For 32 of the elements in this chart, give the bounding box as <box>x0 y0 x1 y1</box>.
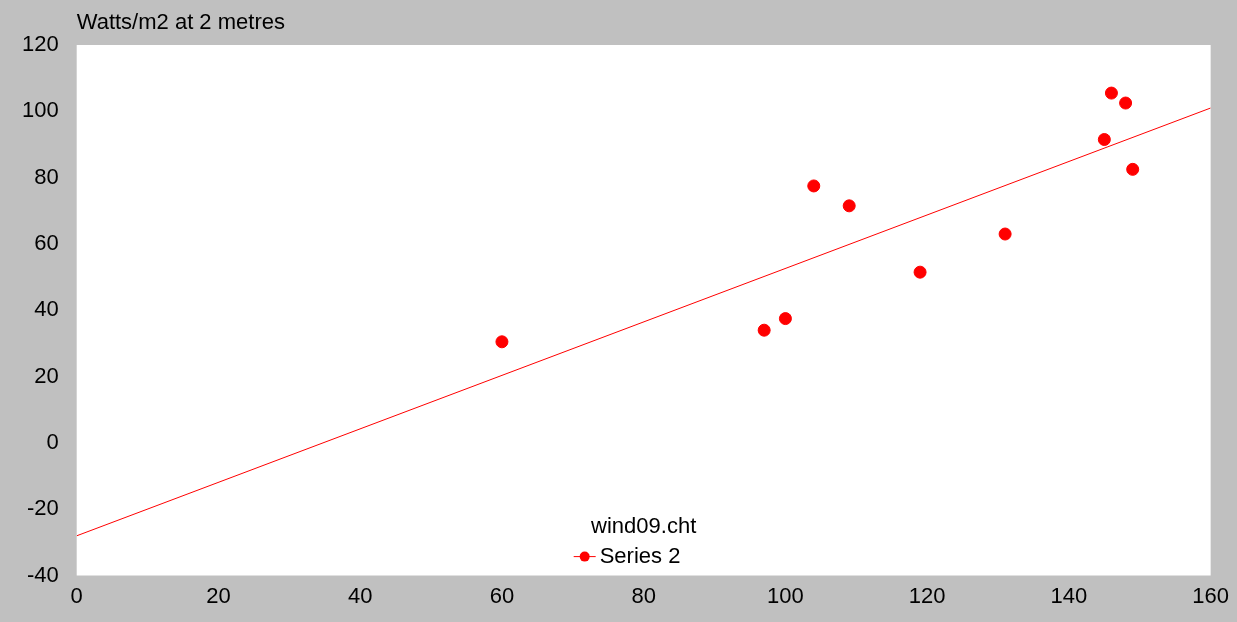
point <box>913 265 927 279</box>
point <box>1104 86 1118 100</box>
x-tick-label: 120 <box>908 582 946 608</box>
point <box>1119 96 1133 110</box>
legend-label: Series 2 <box>599 542 681 568</box>
x-tick-label: 140 <box>1050 582 1088 608</box>
y-tick-label: 0 <box>46 429 59 455</box>
x-tick-label: 80 <box>631 582 656 608</box>
y-tick-label: 40 <box>34 296 59 322</box>
x-tick-label: 20 <box>206 582 231 608</box>
point <box>757 323 771 337</box>
legend-title: wind09.cht <box>590 512 697 538</box>
point <box>1126 162 1140 176</box>
x-tick-label: 0 <box>70 582 83 608</box>
point <box>807 179 821 193</box>
x-tick-label: 160 <box>1192 582 1230 608</box>
y-tick-label: 120 <box>21 31 59 57</box>
y-tick-label: 20 <box>34 362 59 388</box>
point <box>1097 133 1111 147</box>
y-tick-label: 60 <box>34 230 59 256</box>
x-tick-label: 40 <box>347 582 373 608</box>
x-tick-label: 100 <box>767 582 804 608</box>
point <box>495 335 509 349</box>
y-tick-label: 80 <box>34 163 59 189</box>
x-tick-label: 60 <box>489 582 515 608</box>
y-tick-label: -40 <box>26 561 59 587</box>
point <box>842 199 856 213</box>
y-tick-label: -20 <box>26 495 59 521</box>
y-axis-title: Watts/m2 at 2 metres <box>76 9 285 34</box>
point <box>998 227 1012 241</box>
point <box>778 312 792 326</box>
y-tick-label: 100 <box>21 97 59 123</box>
